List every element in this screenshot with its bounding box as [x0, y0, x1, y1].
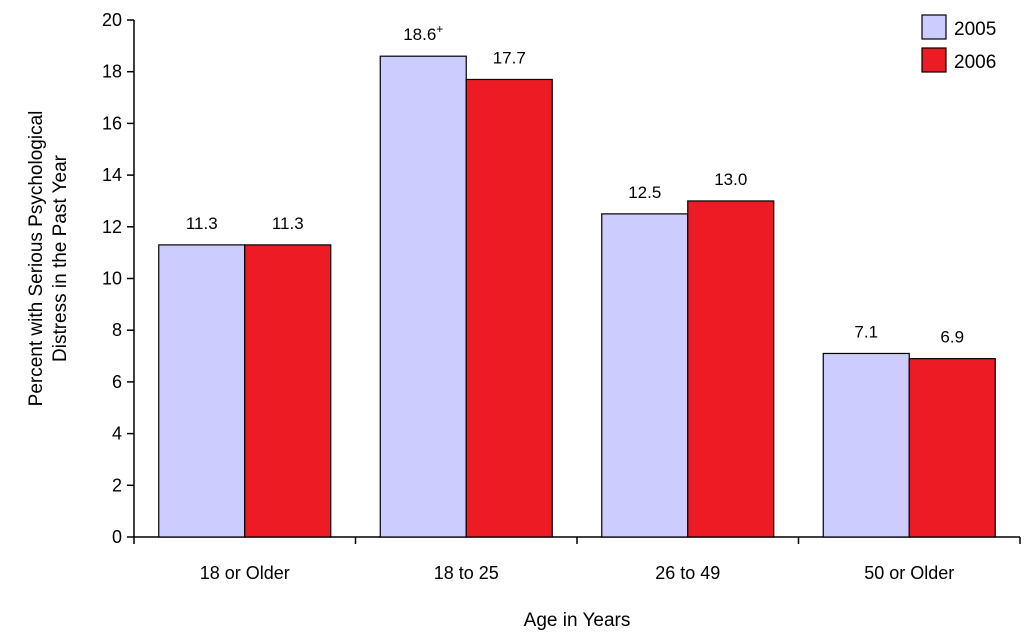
bar: [158, 244, 246, 538]
y-tick-label: 6: [112, 372, 122, 392]
y-ticks: 0 2 4 6 8 10 12 14 16 18 20: [102, 10, 134, 547]
y-tick-label: 8: [112, 320, 122, 340]
legend-label: 2005: [954, 19, 996, 40]
category-label: 26 to 49: [655, 563, 720, 583]
category-label: 18 or Older: [200, 563, 290, 583]
y-tick-label: 10: [102, 269, 122, 289]
bar: [908, 358, 996, 538]
bars: [158, 55, 996, 538]
data-label: 18.6+: [403, 22, 443, 44]
y-tick-label: 0: [112, 527, 122, 547]
y-tick-label: 16: [102, 113, 122, 133]
category-label: 50 or Older: [864, 563, 954, 583]
bar: [379, 55, 467, 538]
significance-marker: +: [436, 22, 443, 36]
y-axis-title: Percent with Serious Psychological Distre…: [26, 111, 71, 407]
y-tick-label: 4: [112, 424, 122, 444]
y-axis-title-line: Percent with Serious Psychological: [26, 111, 47, 407]
y-tick-label: 12: [102, 217, 122, 237]
data-label: 11.3: [272, 214, 304, 233]
legend: 2005 2006: [921, 14, 996, 73]
data-label: 11.3: [186, 214, 218, 233]
y-tick-label: 20: [102, 10, 122, 30]
y-tick-label: 14: [102, 165, 122, 185]
category-label: 18 to 25: [434, 563, 499, 583]
legend-swatch: [921, 47, 947, 73]
legend-label: 2006: [954, 52, 996, 73]
bar: [687, 200, 775, 538]
x-ticks: [133, 537, 1021, 544]
data-label: 17.7: [493, 48, 526, 67]
data-label: 12.5: [628, 183, 661, 202]
bar: [822, 352, 910, 538]
y-tick-label: 18: [102, 62, 122, 82]
data-labels: 11.3 11.3 18.6+ 17.7 12.5 13.0 7.1 6.9: [186, 22, 964, 346]
legend-swatch: [921, 14, 947, 40]
category-labels: 18 or Older 18 to 25 26 to 49 50 or Older: [200, 563, 955, 583]
x-axis-title: Age in Years: [524, 610, 631, 631]
bar: [244, 244, 332, 538]
data-label: 13.0: [714, 170, 747, 189]
y-tick-label: 2: [112, 475, 122, 495]
data-label: 7.1: [854, 322, 878, 341]
bar: [465, 78, 553, 538]
data-label: 6.9: [940, 328, 964, 347]
y-axis-title-line: Distress in the Past Year: [50, 154, 71, 362]
bar: [601, 213, 689, 538]
